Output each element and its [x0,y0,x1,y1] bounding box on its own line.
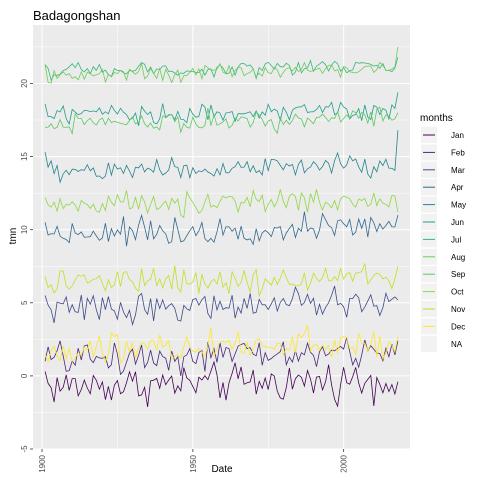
legend-label-mar: Mar [451,166,465,175]
y-axis-ticks: -5 0 5 10 15 20 [20,78,33,453]
legend-label-dec: Dec [451,322,465,331]
y-axis-label: tmn [8,228,19,245]
series-line-mar [44,285,399,327]
legend-label-oct: Oct [451,288,464,297]
series-line-jul [44,57,399,82]
series-line-sep [45,106,399,136]
x-tick-label: 1950 [189,454,198,472]
legend-label-apr: Apr [451,183,464,192]
series-line-jan [44,360,399,408]
x-axis-ticks: 1900 1950 2000 [38,449,349,473]
series-line-oct [44,189,399,219]
chart-title: Badagongshan [33,8,120,23]
legend-title: months [420,113,453,124]
y-tick-label: 15 [20,152,29,161]
series-layer [44,46,399,408]
legend: months Jan Feb Mar Apr May Jun Jul Aug Sep Oct Nov… [420,113,466,352]
legend-label-may: May [451,201,466,210]
legend-key [421,335,437,352]
legend-label-jan: Jan [451,131,464,140]
y-tick-label: 10 [20,225,29,234]
legend-label-na: NA [451,340,463,349]
x-axis-label: Date [211,464,233,475]
legend-label-jul: Jul [451,235,461,244]
series-line-may [44,130,399,184]
x-tick-label: 1900 [38,454,47,472]
y-tick-label: 0 [20,373,29,378]
legend-label-jun: Jun [451,218,464,227]
grid-major [33,25,410,450]
legend-label-sep: Sep [451,270,466,279]
legend-label-feb: Feb [451,148,465,157]
series-line-aug [44,46,399,84]
y-tick-label: 5 [20,300,29,305]
legend-label-aug: Aug [451,253,465,262]
series-line-jun [44,92,399,126]
y-tick-label: 20 [20,78,29,87]
plot-panel [33,25,410,449]
grid-minor [33,25,410,449]
series-line-dec [44,325,399,364]
legend-label-nov: Nov [451,305,465,314]
series-line-apr [44,211,399,247]
y-tick-label: -5 [20,445,29,453]
x-tick-label: 2000 [340,454,349,472]
series-line-nov [44,262,399,298]
